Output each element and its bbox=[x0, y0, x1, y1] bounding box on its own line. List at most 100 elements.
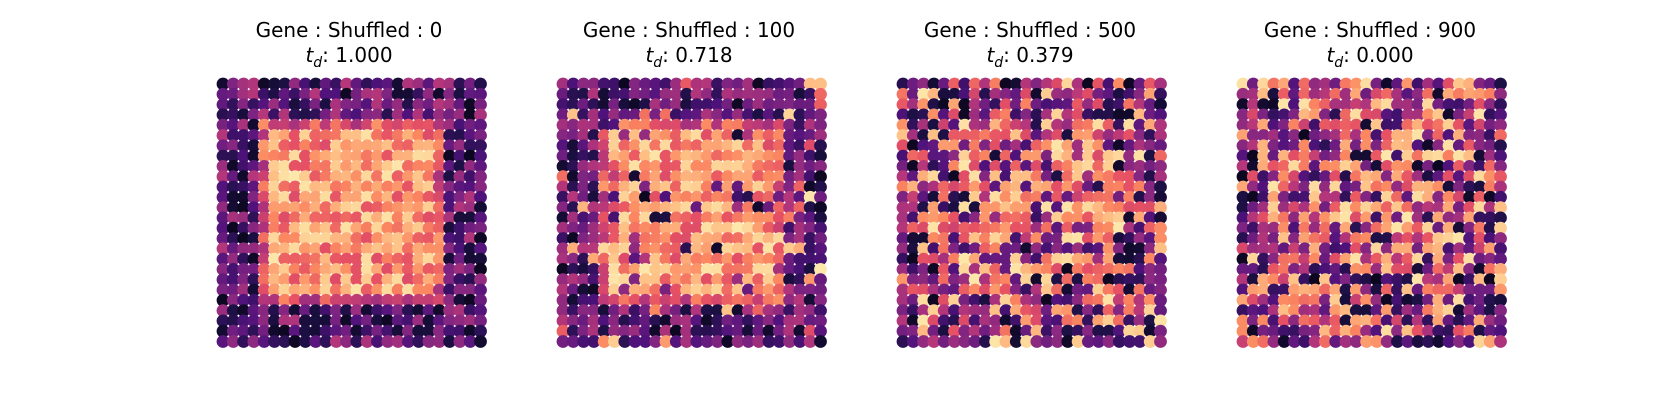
spot bbox=[1071, 263, 1085, 276]
spot bbox=[711, 190, 724, 204]
spot bbox=[1391, 98, 1404, 111]
spot bbox=[700, 335, 714, 348]
spot bbox=[1411, 201, 1425, 215]
spot bbox=[402, 242, 415, 256]
spot bbox=[1246, 304, 1260, 317]
spot bbox=[772, 190, 786, 204]
spot bbox=[1071, 273, 1085, 287]
spot bbox=[1051, 149, 1064, 163]
spot bbox=[1030, 211, 1044, 225]
spot bbox=[1030, 170, 1044, 184]
spot bbox=[649, 242, 663, 256]
spot bbox=[1339, 170, 1353, 184]
spot bbox=[268, 118, 281, 132]
spot bbox=[432, 201, 446, 215]
spot bbox=[1329, 201, 1343, 215]
spot bbox=[1401, 180, 1415, 194]
spot bbox=[721, 160, 735, 173]
spot bbox=[1112, 324, 1126, 338]
spot bbox=[1061, 252, 1075, 266]
spot bbox=[247, 139, 261, 153]
spot bbox=[1061, 211, 1075, 225]
spot bbox=[618, 252, 632, 266]
spot bbox=[937, 221, 951, 235]
spot bbox=[1051, 314, 1064, 328]
spot bbox=[608, 232, 621, 245]
spot bbox=[1051, 77, 1064, 91]
spot bbox=[948, 170, 961, 184]
spot bbox=[1030, 293, 1044, 307]
spot bbox=[577, 252, 590, 266]
spot bbox=[680, 221, 693, 235]
spot bbox=[288, 180, 302, 194]
spot bbox=[1298, 118, 1312, 132]
spot bbox=[463, 273, 477, 287]
spot bbox=[453, 149, 467, 163]
spot bbox=[226, 149, 240, 163]
spot bbox=[1061, 180, 1075, 194]
spot bbox=[1463, 170, 1476, 184]
spot bbox=[443, 160, 456, 173]
spot bbox=[319, 252, 333, 266]
spot bbox=[1102, 149, 1116, 163]
spot bbox=[1143, 149, 1157, 163]
spot bbox=[247, 118, 261, 132]
spot bbox=[1020, 87, 1033, 101]
spot bbox=[1277, 160, 1291, 173]
spot bbox=[319, 118, 333, 132]
panel-4-title: Gene : Shuffled : 900 bbox=[1264, 18, 1476, 42]
spot bbox=[268, 211, 281, 225]
spot bbox=[278, 180, 292, 194]
spot bbox=[402, 232, 415, 245]
spot bbox=[803, 283, 817, 297]
spot bbox=[402, 252, 415, 266]
spot bbox=[1432, 283, 1446, 297]
spot bbox=[1432, 242, 1446, 256]
spot bbox=[1411, 118, 1425, 132]
spot bbox=[566, 221, 580, 235]
spot bbox=[371, 129, 384, 142]
spot bbox=[628, 211, 642, 225]
spot bbox=[340, 180, 353, 194]
spot bbox=[1102, 170, 1116, 184]
spot bbox=[309, 77, 323, 91]
spot bbox=[1123, 293, 1136, 307]
spot bbox=[340, 201, 353, 215]
spot bbox=[659, 232, 673, 245]
spot bbox=[906, 139, 920, 153]
spot bbox=[1154, 283, 1167, 297]
spot bbox=[700, 170, 714, 184]
spot bbox=[700, 324, 714, 338]
spot bbox=[1442, 283, 1456, 297]
spot bbox=[721, 293, 735, 307]
spot bbox=[247, 335, 261, 348]
spot bbox=[680, 293, 693, 307]
spot bbox=[628, 108, 642, 122]
spot bbox=[690, 129, 704, 142]
spot bbox=[1133, 263, 1147, 276]
spot bbox=[989, 201, 1003, 215]
spot bbox=[1319, 314, 1332, 328]
spot bbox=[1020, 283, 1033, 297]
spot bbox=[700, 304, 714, 317]
spot bbox=[927, 160, 941, 173]
spot bbox=[1143, 180, 1157, 194]
spot bbox=[1494, 160, 1507, 173]
spot bbox=[793, 242, 807, 256]
spot bbox=[587, 273, 601, 287]
spot bbox=[948, 98, 961, 111]
spot bbox=[1298, 263, 1312, 276]
spot bbox=[566, 87, 580, 101]
spot bbox=[649, 180, 663, 194]
spot bbox=[680, 129, 693, 142]
spot bbox=[917, 252, 930, 266]
spot bbox=[587, 139, 601, 153]
spot bbox=[1411, 335, 1425, 348]
spot bbox=[659, 180, 673, 194]
spot bbox=[1061, 314, 1075, 328]
spot bbox=[711, 283, 724, 297]
spot bbox=[329, 232, 343, 245]
spot bbox=[618, 180, 632, 194]
spot bbox=[772, 314, 786, 328]
spot bbox=[1422, 283, 1435, 297]
